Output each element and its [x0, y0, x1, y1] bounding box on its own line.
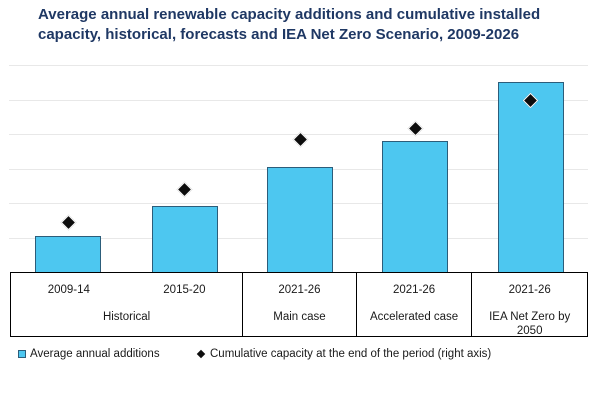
- period-label: 2015-20: [163, 284, 206, 296]
- bar-swatch-icon: [18, 350, 26, 358]
- diamond-cumulative-capacity: [176, 181, 193, 197]
- bar-average-annual-additions: [35, 235, 102, 272]
- axis-group-cell: 2009-14 2015-20 Historical: [11, 273, 244, 336]
- group-label: Main case: [273, 311, 326, 323]
- legend-label-diamond: Cumulative capacity at the end of the pe…: [210, 348, 492, 360]
- period-label: 2021-26: [278, 284, 321, 296]
- gridline: [9, 99, 588, 101]
- bar-average-annual-additions: [497, 82, 564, 272]
- period-label: 2009-14: [47, 284, 90, 296]
- legend-item-cumulative-capacity: Cumulative capacity at the end of the pe…: [196, 346, 491, 362]
- plot-area: [0, 65, 600, 272]
- x-axis-table: 2009-14 2015-20 Historical 2021-26 Main case…: [10, 272, 588, 337]
- period-label: 2021-26: [508, 284, 551, 296]
- bar-average-annual-additions: [151, 206, 218, 272]
- period-labels-row: 2009-14 2015-20: [11, 283, 242, 297]
- legend-label-bar: Average annual additions: [30, 348, 160, 360]
- group-label: IEA Net Zero by 2050: [489, 311, 571, 337]
- legend-item-average-annual-additions: Average annual additions: [18, 346, 160, 362]
- period-label: 2021-26: [392, 284, 436, 296]
- bar-average-annual-additions: [267, 166, 333, 272]
- axis-group-cell: 2021-26 IEA Net Zero by 2050: [472, 273, 587, 337]
- diamond-cumulative-capacity: [60, 214, 77, 231]
- chart-title-line2: capacity, historical, forecasts and IEA …: [38, 25, 520, 43]
- period-labels-row: 2021-26: [472, 283, 587, 297]
- group-label: Historical: [102, 311, 151, 323]
- axis-group-cell: 2021-26 Main case: [243, 273, 357, 336]
- period-labels-row: 2021-26: [357, 283, 472, 297]
- group-label: Accelerated case: [369, 311, 459, 323]
- chart-title: Average annual renewable capacity additi…: [38, 5, 600, 44]
- chart-title-line1: Average annual renewable capacity additi…: [38, 6, 541, 23]
- bar-average-annual-additions: [382, 140, 448, 272]
- axis-group-cell: 2021-26 Accelerated case: [357, 273, 473, 336]
- diamond-icon: [196, 349, 206, 359]
- legend: Average annual additions Cumulative capa…: [0, 346, 600, 362]
- period-labels-row: 2021-26: [243, 283, 356, 297]
- gridline: [9, 65, 588, 66]
